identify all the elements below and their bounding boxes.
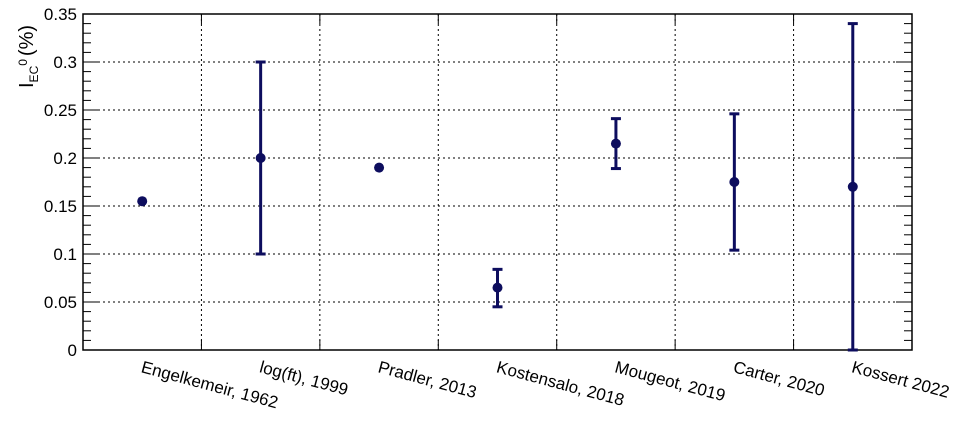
data-point [729, 177, 740, 187]
data-point [374, 162, 385, 173]
y-tick-label: 0.15 [44, 197, 77, 216]
data-point [492, 282, 503, 293]
y-tick-label: 0.25 [44, 101, 77, 120]
y-tick-label: 0.05 [44, 293, 77, 312]
x-category-label: Kossert 2022 [850, 358, 952, 402]
x-category-label: Pradler, 2013 [376, 358, 479, 403]
y-tick-label: 0.1 [53, 245, 77, 264]
x-category-label: Kostensalo, 2018 [494, 358, 626, 410]
y-axis-title-main: I [16, 82, 38, 88]
data-series [137, 22, 858, 352]
grid-lines [83, 14, 912, 350]
data-point [610, 138, 621, 149]
x-category-label: Mougeot, 2019 [613, 358, 727, 406]
data-point [255, 153, 266, 163]
y-tick-label: 0.35 [44, 5, 77, 24]
data-point [137, 196, 148, 207]
y-axis-title-unit: (%) [16, 25, 38, 56]
y-tick-label: 0.2 [53, 149, 77, 168]
y-axis-title-superscript: 0 [16, 59, 30, 66]
data-point [847, 181, 858, 192]
plot-frame [82, 13, 913, 351]
x-category-label: Carter, 2020 [731, 358, 826, 401]
x-category-label: Engelkemeir, 1962 [139, 358, 280, 413]
y-axis-title: IEC0 (%) [16, 25, 41, 88]
y-tick-label: 0.3 [53, 53, 77, 72]
y-tick-label: 0 [68, 341, 77, 360]
y-axis: 0 0.05 0.1 0.15 0.2 0.25 0.3 0.35 [44, 5, 912, 360]
y-axis-title-subscript: EC [27, 65, 41, 82]
